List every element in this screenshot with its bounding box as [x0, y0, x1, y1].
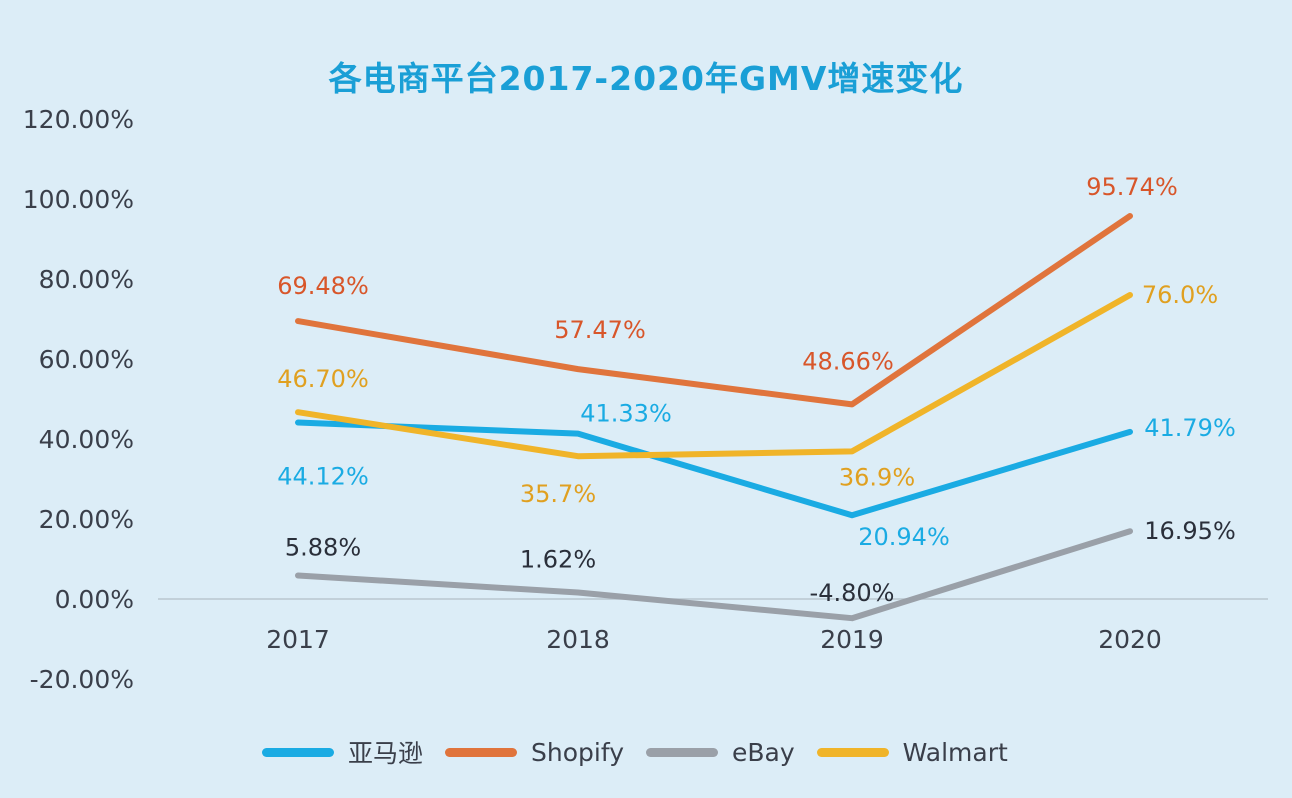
- legend-item: Walmart: [816, 737, 1008, 767]
- legend-item: 亚马逊: [262, 734, 423, 770]
- data-label: -4.80%: [810, 579, 895, 607]
- x-tick-label: 2018: [546, 625, 610, 654]
- legend: 亚马逊 Shopify eBay Walmart: [262, 734, 1030, 770]
- series-line-Walmart: [295, 292, 1133, 460]
- x-tick-label: 2017: [266, 625, 330, 654]
- legend-label: Shopify: [531, 737, 624, 767]
- data-label: 36.9%: [839, 463, 915, 491]
- data-label: 69.48%: [277, 272, 369, 300]
- data-label: 20.94%: [858, 523, 950, 551]
- data-label: 76.0%: [1142, 281, 1218, 309]
- x-tick-label: 2019: [820, 625, 884, 654]
- legend-swatch: [816, 747, 889, 757]
- data-label: 16.95%: [1144, 517, 1236, 545]
- data-label: 41.33%: [580, 400, 672, 428]
- legend-swatch: [646, 747, 718, 757]
- legend-swatch: [262, 747, 334, 757]
- legend-label: eBay: [732, 737, 795, 767]
- data-label: 95.74%: [1086, 173, 1178, 201]
- data-label: 1.62%: [520, 546, 596, 574]
- data-label: 46.70%: [277, 365, 369, 393]
- legend-label: Walmart: [902, 737, 1008, 767]
- y-tick-label: 20.00%: [39, 505, 134, 534]
- data-label: 5.88%: [285, 533, 361, 561]
- y-tick-label: 60.00%: [39, 345, 134, 374]
- legend-item: Shopify: [445, 738, 624, 767]
- y-tick-label: 100.00%: [23, 185, 134, 214]
- legend-label: 亚马逊: [348, 739, 424, 768]
- x-tick-label: 2020: [1098, 625, 1162, 654]
- data-label: 44.12%: [277, 463, 369, 491]
- y-tick-label: 80.00%: [39, 265, 134, 294]
- series-line-亚马逊: [295, 419, 1133, 519]
- y-tick-label: 0.00%: [55, 585, 134, 614]
- data-label: 41.79%: [1144, 414, 1236, 442]
- data-label: 35.7%: [520, 480, 596, 508]
- chart-title: 各电商平台2017-2020年GMV增速变化: [328, 59, 964, 98]
- legend-swatch: [445, 747, 518, 757]
- legend-item: eBay: [646, 738, 795, 767]
- data-label: 57.47%: [554, 316, 646, 344]
- series-line-eBay: [295, 528, 1133, 622]
- y-tick-label: 120.00%: [23, 105, 134, 134]
- data-label: 48.66%: [802, 347, 894, 375]
- y-tick-label: 40.00%: [39, 425, 134, 454]
- series-line-Shopify: [295, 213, 1133, 408]
- y-tick-label: -20.00%: [30, 665, 134, 694]
